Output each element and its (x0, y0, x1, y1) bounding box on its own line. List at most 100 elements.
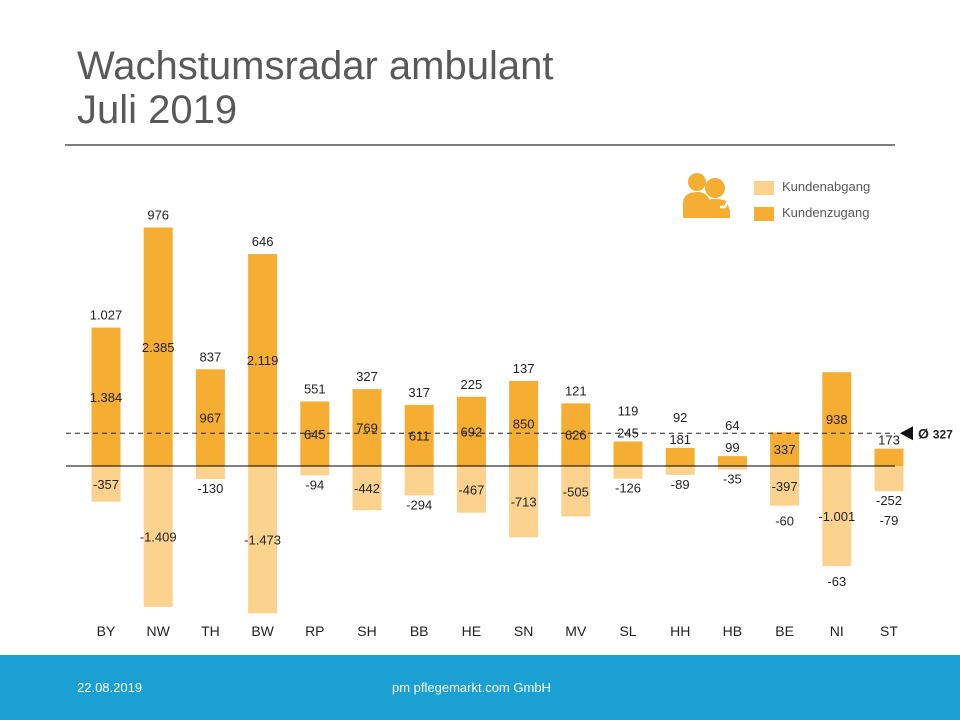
label-zugang-th: 967 (200, 411, 222, 426)
label-zugang-hb: 99 (725, 440, 739, 455)
category-label-be: BE (775, 623, 794, 639)
bar-abgang-ni (822, 466, 852, 567)
bar-zugang-sn (509, 381, 539, 466)
bar-zugang-be (770, 432, 800, 466)
bar-zugang-he (456, 396, 486, 466)
bar-abgang-mv (561, 466, 591, 517)
category-label-he: HE (462, 623, 481, 639)
label-zugang-he: 692 (461, 424, 483, 439)
category-label-hb: HB (723, 623, 742, 639)
category-label-nw: NW (147, 623, 171, 639)
legend-item-kundenabgang: Kundenabgang (754, 179, 870, 195)
bar-abgang-bw (248, 466, 278, 614)
bar-abgang-bb (404, 466, 434, 496)
label-abgang-sh: -442 (354, 481, 380, 496)
bar-abgang-st (874, 466, 904, 492)
footer-bar (0, 655, 960, 720)
category-label-sn: SN (514, 623, 533, 639)
category-label-hh: HH (670, 623, 690, 639)
label-abgang-th: -130 (197, 481, 223, 496)
label-zugang-sh: 769 (356, 421, 378, 436)
average-marker-icon (900, 426, 913, 441)
label-abgang-mv: -505 (563, 484, 589, 499)
caregiver-heart-icon (683, 173, 742, 218)
bar-zugang-st (874, 448, 904, 466)
label-abgang-he: -467 (458, 482, 484, 497)
bar-zugang-th (195, 369, 225, 466)
category-label-st: ST (880, 623, 898, 639)
label-abgang-sl: -126 (615, 481, 641, 496)
bar-abgang-hh (665, 466, 695, 475)
label-abgang-nw: -1.409 (140, 529, 177, 544)
label-net-th: 837 (200, 349, 222, 364)
growth-chart: Ø 327 BY 1.384 -357 1.027 NW 2.385 -1.409 976 TH 9… (66, 208, 953, 639)
label-zugang-ni: 938 (826, 412, 848, 427)
label-net-by: 1.027 (90, 308, 123, 323)
label-net-sn: 137 (513, 361, 535, 376)
bar-zugang-by (91, 327, 121, 466)
label-net-mv: 121 (565, 383, 587, 398)
average-label: Ø 327 (918, 425, 953, 441)
footer-company: pm pflegemarkt.com GmbH (392, 680, 551, 695)
label-net-hb: 64 (725, 418, 739, 433)
bar-zugang-bw (248, 254, 278, 466)
label-abgang-hh: -89 (671, 477, 690, 492)
label-net-st: -79 (880, 513, 899, 528)
label-abgang-rp: -94 (305, 477, 324, 492)
category-label-bw: BW (251, 623, 274, 639)
label-abgang-be: -397 (772, 479, 798, 494)
label-zugang-bw: 2.119 (247, 353, 279, 368)
bar-abgang-be (770, 466, 800, 506)
label-abgang-ni: -1.001 (818, 509, 855, 524)
label-zugang-sn: 850 (513, 417, 535, 432)
bar-abgang-by (91, 466, 121, 502)
bar-abgang-th (195, 466, 225, 479)
title-divider (65, 144, 895, 146)
bar-abgang-rp (300, 466, 330, 476)
category-label-bb: BB (410, 623, 429, 639)
bar-zugang-hh (665, 447, 695, 466)
bar-zugang-nw (143, 227, 173, 466)
bar-zugang-sl (613, 441, 643, 466)
label-abgang-sn: -713 (511, 495, 537, 510)
title-line-1: Wachstumsradar ambulant (77, 44, 554, 88)
label-net-hh: 92 (673, 410, 687, 425)
legend-label-kundenabgang: Kundenabgang (782, 179, 871, 194)
label-abgang-st: -252 (876, 493, 902, 508)
legend-swatch-kundenabgang (754, 180, 774, 195)
category-label-sh: SH (357, 623, 376, 639)
page-title: Wachstumsradar ambulant Juli 2019 (77, 44, 553, 132)
label-net-sl: 119 (618, 404, 639, 419)
label-net-be: -60 (775, 514, 794, 529)
bar-abgang-sh (352, 466, 382, 511)
label-zugang-bb: 611 (409, 428, 430, 443)
label-zugang-be: 337 (774, 442, 796, 457)
label-net-nw: 976 (147, 208, 169, 223)
category-label-mv: MV (565, 623, 587, 639)
legend-swatch-kundenzugang (754, 206, 774, 221)
label-zugang-nw: 2.385 (142, 340, 175, 355)
category-label-ni: NI (830, 623, 844, 639)
label-zugang-rp: 645 (304, 427, 326, 442)
label-net-bb: 317 (408, 385, 430, 400)
label-net-rp: 551 (304, 382, 326, 397)
label-net-he: 225 (461, 377, 483, 392)
label-abgang-bb: -294 (406, 497, 432, 512)
category-label-rp: RP (305, 623, 324, 639)
label-net-sh: 327 (356, 369, 378, 384)
label-net-bw: 646 (252, 234, 274, 249)
label-zugang-hh: 181 (669, 432, 691, 447)
bar-zugang-sh (352, 389, 382, 466)
bar-zugang-ni (822, 372, 852, 466)
bar-zugang-bb (404, 404, 434, 466)
bar-abgang-hb (717, 466, 747, 470)
legend-item-kundenzugang: Kundenzugang (754, 205, 869, 221)
title-line-2: Juli 2019 (77, 88, 238, 132)
bar-abgang-he (456, 466, 486, 513)
legend-label-kundenzugang: Kundenzugang (782, 205, 870, 220)
category-label-by: BY (97, 623, 116, 639)
category-label-th: TH (201, 623, 220, 639)
category-label-sl: SL (619, 623, 636, 639)
label-net-ni: -63 (827, 574, 846, 589)
bar-abgang-nw (143, 466, 173, 607)
